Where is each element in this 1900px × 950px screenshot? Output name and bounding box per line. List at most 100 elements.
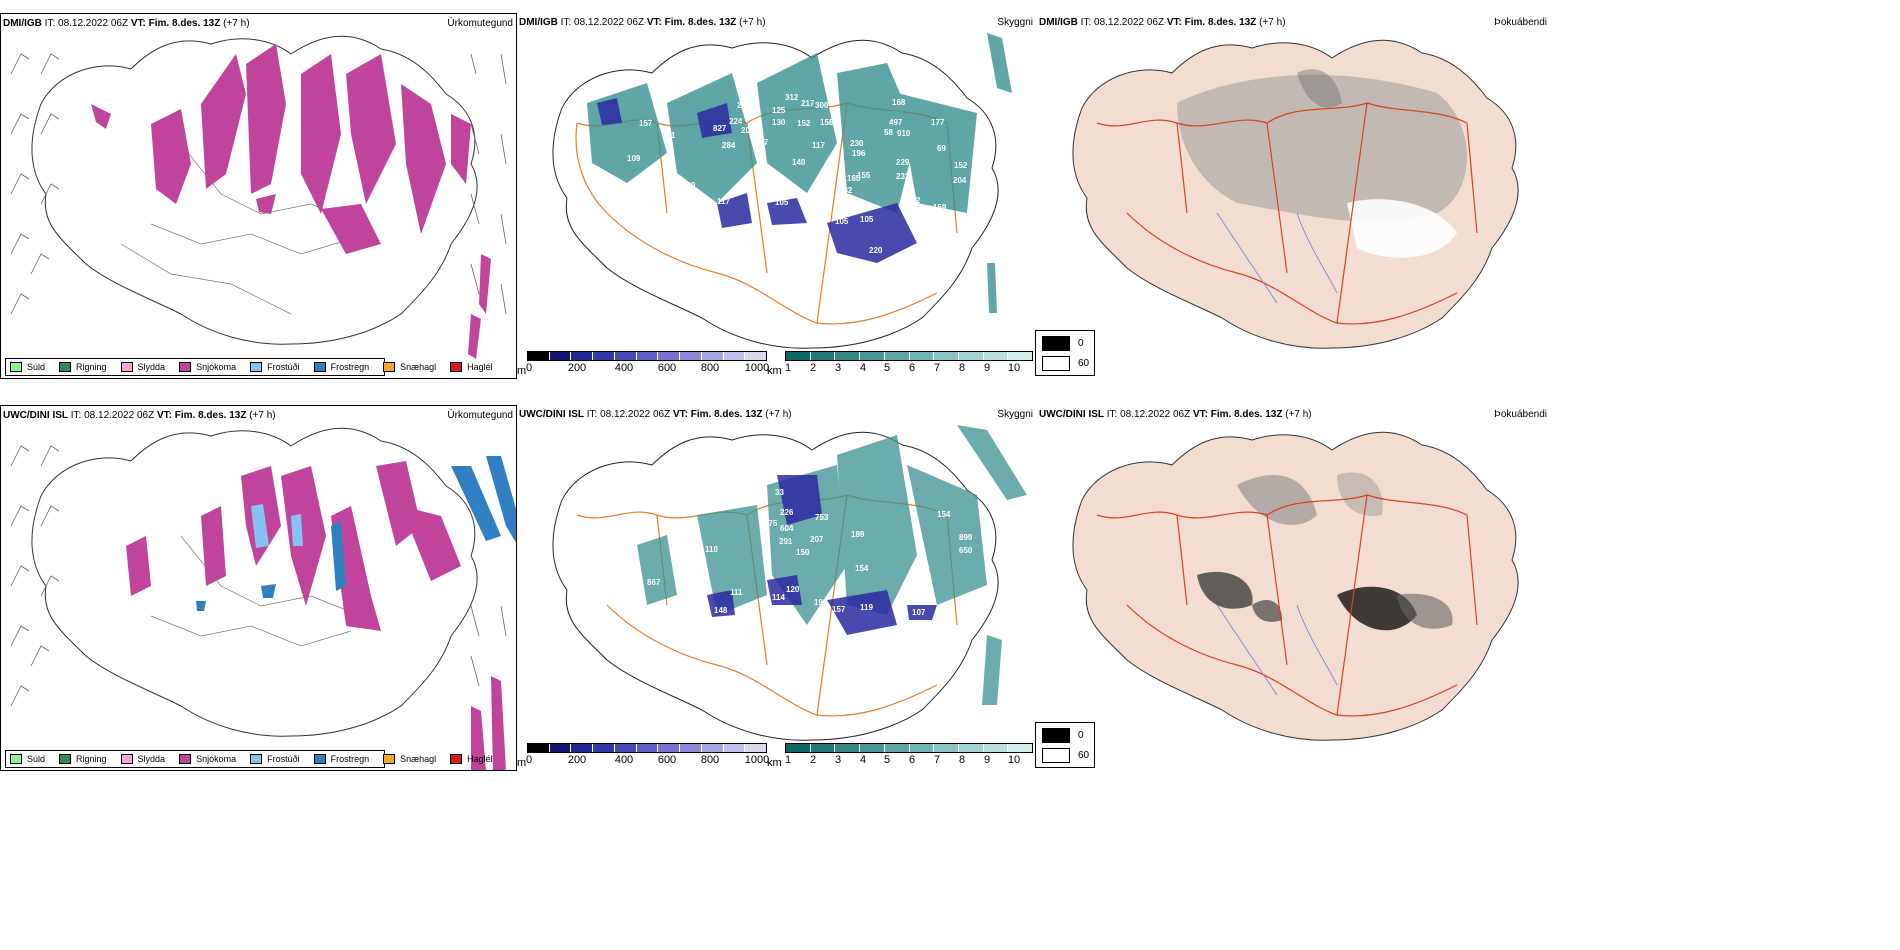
panel-cloud-base-row2: 867 148 111 114 120 157 119 195 154 150 … xyxy=(517,405,1037,771)
cloud-label: 111 xyxy=(730,588,743,597)
legend-item: Súld xyxy=(10,362,45,372)
cloud-label: 154 xyxy=(855,564,869,573)
cloud-label: 201 xyxy=(741,126,755,135)
cloud-label: 312 xyxy=(785,93,799,102)
cloud-label: 177 xyxy=(931,118,945,127)
height-colorbar-boxes xyxy=(527,351,767,361)
cloud-label: 100 xyxy=(682,181,696,190)
panel-title: DMI/IGB IT: 08.12.2022 06Z VT: Fim. 8.de… xyxy=(1039,17,1286,28)
legend-item: Rigning xyxy=(59,362,107,372)
roads xyxy=(1096,494,1478,717)
iceland-outline xyxy=(552,431,999,741)
cloud-label: 165 xyxy=(847,174,861,183)
panel-title: UWC/DINI ISL IT: 08.12.2022 06Z VT: Fim.… xyxy=(1039,409,1312,420)
cloud-label: 168 xyxy=(892,98,906,107)
cloud-label: 105 xyxy=(835,217,849,226)
model-name: UWC/DINI ISL xyxy=(519,409,584,420)
cloud-label: 110 xyxy=(705,545,718,554)
lead-time: (+7 h) xyxy=(1285,409,1312,420)
height-tick: 600 xyxy=(657,362,677,374)
init-time: IT: 08.12.2022 06Z xyxy=(1080,17,1165,28)
cloud-label: 753 xyxy=(815,513,829,522)
cloud-label: 159 xyxy=(933,203,947,212)
model-name: UWC/DINI ISL xyxy=(3,410,68,421)
cloud-label: 204 xyxy=(953,176,967,185)
fog-legend-item: 60 xyxy=(1042,748,1089,763)
height-tick: 200 xyxy=(567,362,587,374)
cloud-label: 155 xyxy=(857,171,871,180)
cloud-label: 178 xyxy=(642,186,656,195)
vis-unit: km xyxy=(767,757,782,769)
cloud-label: 157 xyxy=(832,605,846,614)
vis-tick: 2 xyxy=(809,754,817,766)
valid-time: VT: Fim. 8.des. 13Z xyxy=(646,17,737,28)
model-name: DMI/IGB xyxy=(519,17,558,28)
height-colorbar-boxes xyxy=(527,743,767,753)
cloud-label: 226 xyxy=(780,508,794,517)
height-tick: 800 xyxy=(700,754,720,766)
vis-tick: 6 xyxy=(908,362,916,374)
cloud-label: 207 xyxy=(810,535,824,544)
legend-item: Frostregn xyxy=(313,362,369,372)
legend-item: Frostregn xyxy=(313,754,369,764)
precip-type-legend: Súld Rigning Slydda Snjókoma Frostúði Fr… xyxy=(5,358,493,376)
lead-time: (+7 h) xyxy=(765,409,792,420)
vis-tick: 3 xyxy=(834,754,842,766)
height-colorbar: 0 200 400 600 800 1000 xyxy=(526,351,769,375)
vis-tick: 5 xyxy=(883,362,891,374)
init-time: IT: 08.12.2022 06Z xyxy=(44,18,129,29)
cloud-label: 125 xyxy=(772,106,786,115)
valid-time: VT: Fim. 8.des. 13Z xyxy=(1192,409,1283,420)
cloud-label: 121 xyxy=(815,203,829,212)
height-tick: 600 xyxy=(657,754,677,766)
cloud-label: 117 xyxy=(812,141,825,150)
fog-legend: 0 60 xyxy=(1035,330,1095,376)
cloud-label: 230 xyxy=(850,139,864,148)
cloud-label: 899 xyxy=(959,533,973,542)
panel-fog-row1: DMI/IGB IT: 08.12.2022 06Z VT: Fim. 8.de… xyxy=(1037,13,1553,379)
init-time: IT: 08.12.2022 06Z xyxy=(70,410,155,421)
init-time: IT: 08.12.2022 06Z xyxy=(1106,409,1191,420)
cloud-blue-areas xyxy=(597,98,917,263)
fog-map-row2 xyxy=(1072,431,1519,741)
cloud-teal-areas xyxy=(637,425,1027,705)
vis-tick: 5 xyxy=(883,754,891,766)
height-unit: m xyxy=(517,757,527,769)
cloud-label: 291 xyxy=(779,537,793,546)
height-tick: 200 xyxy=(567,754,587,766)
cloud-label: 497 xyxy=(889,118,903,127)
legend-item: Slydda xyxy=(120,362,165,372)
cloud-label: 312 xyxy=(917,91,931,100)
lead-time: (+7 h) xyxy=(739,17,766,28)
fog-map-row1 xyxy=(1072,39,1519,349)
vis-tick: 8 xyxy=(958,754,966,766)
cloud-label: 154 xyxy=(937,510,951,519)
panel-precip-type-row2: UWC/DINI ISL IT: 08.12.2022 06Z VT: Fim.… xyxy=(0,405,517,771)
panel-variable-label: Úrkomutegund xyxy=(447,18,513,29)
height-colorbar: 0 200 400 600 800 1000 xyxy=(526,743,769,767)
lead-time: (+7 h) xyxy=(223,18,250,29)
legend-item: Snæhagl xyxy=(383,362,436,372)
cloud-label: 152 xyxy=(797,119,811,128)
panel-cloud-base-row1: 157 141 109 117 178 100 223 224 201 827 … xyxy=(517,13,1037,379)
precip-type-map-row2 xyxy=(10,427,516,770)
lead-time: (+7 h) xyxy=(1259,17,1286,28)
cloud-label: 224 xyxy=(729,117,743,126)
valid-time: VT: Fim. 8.des. 13Z xyxy=(130,18,221,29)
legend-item: Haglél xyxy=(450,362,493,372)
roads xyxy=(1096,102,1478,325)
legend-item: Frostúði xyxy=(250,362,300,372)
cloud-label: 284 xyxy=(722,141,736,150)
cloud-blue-areas xyxy=(707,475,937,635)
cloud-label: 89 xyxy=(913,214,922,223)
fog-legend-item: 0 xyxy=(1042,728,1084,743)
cloud-label: 189 xyxy=(851,530,865,539)
snow-areas xyxy=(91,44,491,359)
vis-colorbar-boxes xyxy=(785,743,1033,753)
panel-variable-label: Skyggni xyxy=(997,17,1033,28)
cloud-label: 223 xyxy=(737,101,751,110)
cloud-label: 105 xyxy=(860,215,874,224)
cloud-label: 58 xyxy=(884,128,893,137)
legend-item: Súld xyxy=(10,754,45,764)
cloud-label: 141 xyxy=(662,131,676,140)
